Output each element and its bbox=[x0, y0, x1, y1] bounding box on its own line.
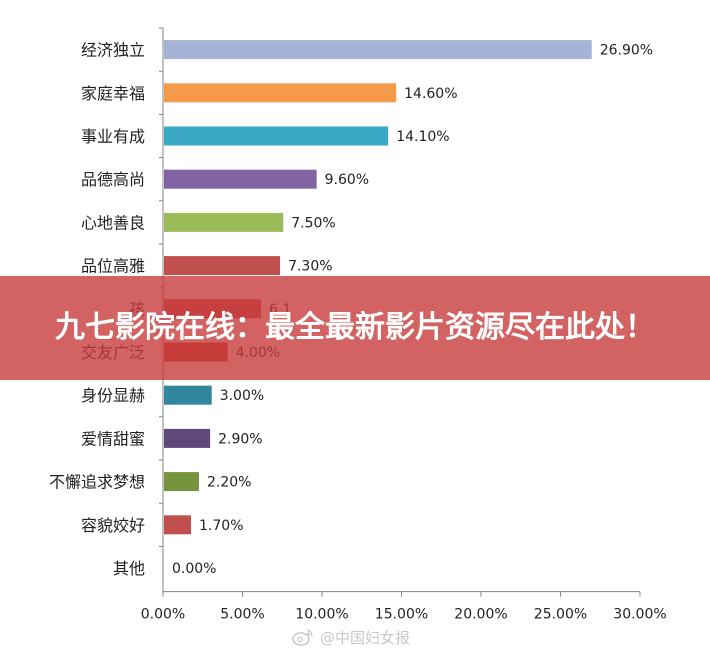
x-tick-label: 0.00% bbox=[141, 607, 185, 623]
category-label: 容貌姣好 bbox=[81, 516, 145, 535]
x-tick-label: 10.00% bbox=[295, 607, 348, 623]
category-label: 品位高雅 bbox=[81, 257, 145, 276]
category-label: 家庭幸福 bbox=[81, 84, 145, 103]
value-label: 9.60% bbox=[325, 172, 369, 188]
value-label: 14.60% bbox=[404, 86, 457, 102]
bar bbox=[164, 40, 592, 60]
bar bbox=[164, 83, 397, 103]
category-label: 身份显赫 bbox=[81, 386, 145, 405]
category-label: 品德高尚 bbox=[81, 170, 145, 189]
bar bbox=[164, 256, 281, 276]
category-label: 经济独立 bbox=[81, 41, 145, 60]
bar bbox=[164, 126, 389, 146]
bar bbox=[164, 385, 212, 405]
value-label: 7.50% bbox=[291, 215, 335, 231]
bar bbox=[164, 212, 284, 232]
value-label: 14.10% bbox=[396, 129, 449, 145]
value-label: 2.20% bbox=[207, 475, 251, 491]
category-label: 不懈追求梦想 bbox=[49, 473, 145, 492]
bar bbox=[164, 472, 199, 492]
bar bbox=[164, 428, 211, 448]
promo-banner[interactable]: 九七影院在线：最全最新影片资源尽在此处！ bbox=[0, 276, 710, 380]
bar bbox=[164, 515, 192, 535]
value-label: 1.70% bbox=[199, 518, 243, 534]
category-label: 其他 bbox=[113, 559, 145, 578]
category-label: 事业有成 bbox=[81, 127, 145, 146]
x-tick-label: 5.00% bbox=[220, 607, 264, 623]
value-label: 26.90% bbox=[600, 43, 653, 59]
x-tick-label: 15.00% bbox=[375, 607, 428, 623]
value-label: 2.90% bbox=[218, 431, 262, 447]
bar bbox=[164, 169, 317, 189]
x-tick-label: 20.00% bbox=[454, 607, 507, 623]
x-tick-label: 25.00% bbox=[534, 607, 587, 623]
category-label: 心地善良 bbox=[81, 213, 145, 232]
value-label: 7.30% bbox=[288, 259, 332, 275]
watermark-text: @中国妇女报 bbox=[320, 628, 411, 647]
banner-text: 九七影院在线：最全最新影片资源尽在此处！ bbox=[55, 310, 655, 345]
value-label: 0.00% bbox=[172, 561, 216, 577]
x-tick-label: 30.00% bbox=[613, 607, 666, 623]
watermark: @中国妇女报 bbox=[292, 625, 410, 649]
category-label: 爱情甜蜜 bbox=[81, 429, 145, 448]
value-label: 3.00% bbox=[220, 388, 264, 404]
weibo-icon bbox=[292, 629, 313, 646]
